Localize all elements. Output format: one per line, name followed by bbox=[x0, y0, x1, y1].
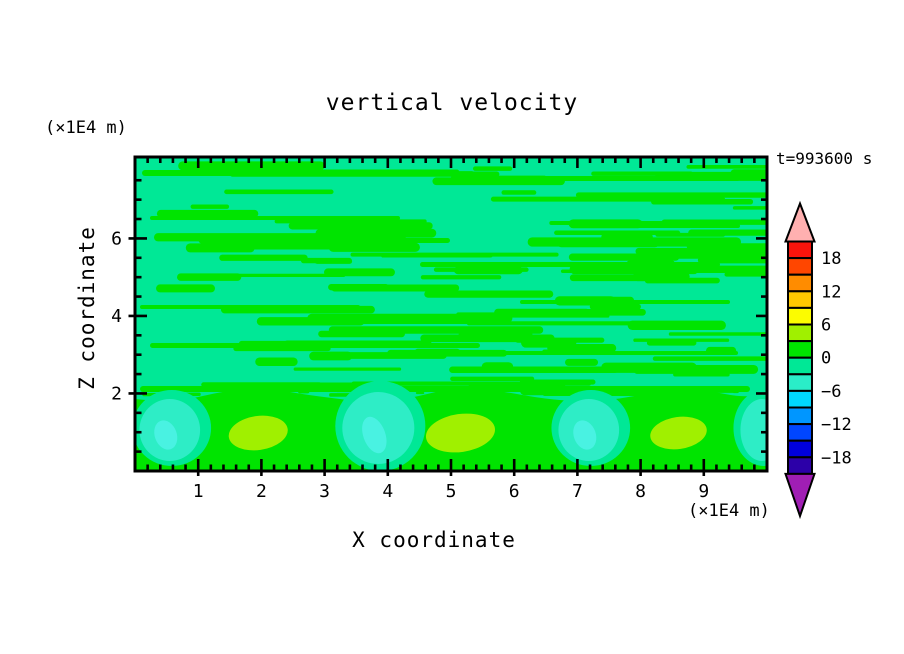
tick-labels: 1 2 3 4 5 6 7 8 9 2 4 6 bbox=[111, 228, 709, 502]
colorbar-tick-label: −12 bbox=[821, 415, 852, 435]
colorbar: 18 12 6 0 −6 −12 −18 bbox=[784, 200, 852, 520]
svg-text:9: 9 bbox=[698, 481, 709, 502]
svg-text:6: 6 bbox=[111, 228, 122, 249]
svg-text:2: 2 bbox=[256, 481, 267, 502]
colorbar-tick-label: 0 bbox=[821, 349, 831, 369]
colorbar-tick-label: −18 bbox=[821, 448, 852, 468]
svg-text:1: 1 bbox=[193, 481, 204, 502]
svg-text:7: 7 bbox=[572, 481, 583, 502]
svg-text:8: 8 bbox=[635, 481, 646, 502]
colorbar-tick-label: 18 bbox=[821, 249, 841, 269]
y-axis-unit-label: (×1E4 m) bbox=[45, 118, 127, 138]
svg-text:5: 5 bbox=[446, 481, 457, 502]
contour-field bbox=[135, 157, 767, 471]
colorbar-under-arrow bbox=[784, 472, 816, 520]
time-annotation: t=993600 s bbox=[776, 149, 873, 168]
colorbar-over-arrow bbox=[784, 200, 816, 243]
colorbar-tick-label: 6 bbox=[821, 316, 831, 336]
streak-texture bbox=[140, 161, 767, 397]
svg-text:6: 6 bbox=[509, 481, 520, 502]
axis-ticks bbox=[128, 157, 767, 476]
x-axis-title: X coordinate bbox=[352, 528, 516, 552]
svg-text:3: 3 bbox=[319, 481, 330, 502]
svg-text:4: 4 bbox=[111, 306, 122, 327]
svg-text:2: 2 bbox=[111, 383, 122, 404]
svg-text:4: 4 bbox=[382, 481, 393, 502]
x-axis-unit-label: (×1E4 m) bbox=[688, 501, 770, 521]
updraft-cores bbox=[228, 413, 707, 453]
downdraft-cells bbox=[135, 381, 767, 471]
colorbar-tick-label: 12 bbox=[821, 282, 841, 302]
colorbar-tick-label: −6 bbox=[821, 382, 841, 402]
figure-title: vertical velocity bbox=[325, 90, 579, 116]
